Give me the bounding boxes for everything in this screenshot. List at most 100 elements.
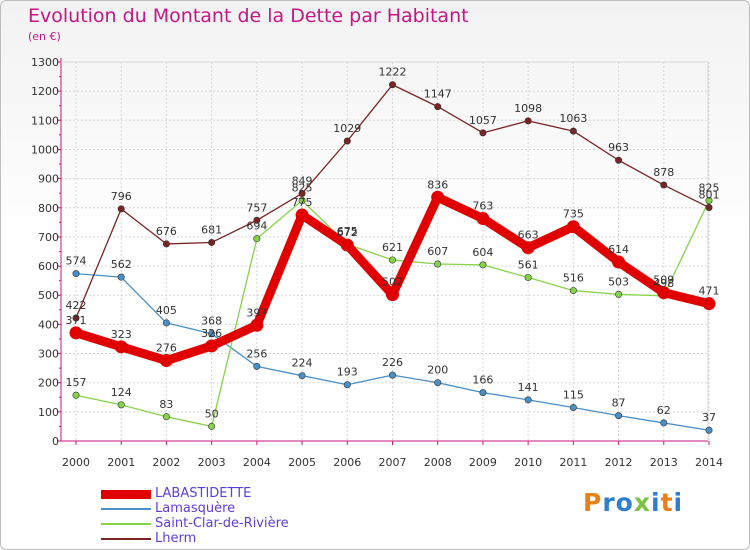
legend-label: LABASTIDETTE <box>155 486 252 501</box>
data-point-labastidette <box>114 340 128 354</box>
data-point-lamasquere <box>162 319 170 327</box>
data-point-lherm <box>705 203 713 211</box>
data-point-lherm <box>660 181 668 189</box>
data-label-lherm: 1098 <box>514 102 542 115</box>
y-tick-label: 300 <box>38 348 59 361</box>
data-label-saint-clar-de-riviere: 694 <box>246 220 267 233</box>
data-label-lamasquere: 226 <box>382 356 403 369</box>
data-label-lherm: 1147 <box>424 88 452 101</box>
legend-item-labastidette: LABASTIDETTE <box>101 486 401 502</box>
data-point-labastidette <box>657 286 671 300</box>
y-tick-label: 1200 <box>31 85 59 98</box>
x-tick-label: 2009 <box>469 456 497 469</box>
legend-label: Saint-Clar-de-Rivière <box>155 516 289 531</box>
data-label-labastidette: 735 <box>563 208 584 221</box>
data-label-saint-clar-de-riviere: 825 <box>699 181 720 194</box>
logo-letter: x <box>633 488 651 517</box>
y-tick-label: 600 <box>38 260 59 273</box>
data-point-lamasquere <box>434 379 442 387</box>
x-tick-label: 2014 <box>695 456 723 469</box>
data-point-saint-clar-de-riviere <box>208 422 216 430</box>
y-tick-label: 900 <box>38 173 59 186</box>
data-label-labastidette: 371 <box>66 314 87 327</box>
data-point-saint-clar-de-riviere <box>524 273 532 281</box>
x-tick-label: 2012 <box>605 456 633 469</box>
data-point-saint-clar-de-riviere <box>162 413 170 421</box>
data-labels: 574 562 405 368 256 224 193 226 200 166 141 115 87 62… <box>66 66 720 424</box>
series <box>69 81 716 434</box>
axes: 0 100 200 300 400 500 600 700 800 900 1000 1100 1200… <box>31 56 723 469</box>
data-label-saint-clar-de-riviere: 83 <box>159 398 173 411</box>
data-label-lamasquere: 574 <box>66 255 87 268</box>
x-tick-label: 2000 <box>62 456 90 469</box>
data-label-saint-clar-de-riviere: 516 <box>563 272 584 285</box>
data-point-labastidette <box>205 339 219 353</box>
logo-letter: i <box>651 488 661 517</box>
data-label-lamasquere: 368 <box>201 315 222 328</box>
data-label-labastidette: 672 <box>337 226 358 239</box>
data-point-lherm <box>162 240 170 248</box>
legend: LABASTIDETTE Lamasquère Saint-Clar-de-Rivi… <box>101 486 401 547</box>
x-tick-label: 2001 <box>107 456 135 469</box>
data-point-labastidette <box>521 241 535 255</box>
y-tick-label: 1100 <box>31 114 59 127</box>
data-point-labastidette <box>566 220 580 234</box>
data-label-lherm: 1222 <box>379 66 407 79</box>
x-tick-label: 2010 <box>514 456 542 469</box>
data-point-lherm <box>434 103 442 111</box>
data-label-lherm: 1029 <box>333 122 361 135</box>
data-point-lherm <box>72 314 80 322</box>
data-point-labastidette <box>386 288 399 302</box>
x-tick-label: 2003 <box>198 456 226 469</box>
data-label-lamasquere: 224 <box>292 357 313 370</box>
data-point-lamasquere <box>117 273 125 281</box>
x-tick-label: 2007 <box>379 456 407 469</box>
data-point-lamasquere <box>615 412 623 420</box>
data-label-saint-clar-de-riviere: 157 <box>66 376 87 389</box>
data-label-lamasquere: 562 <box>111 258 132 271</box>
data-label-lamasquere: 193 <box>337 366 358 379</box>
data-point-lamasquere <box>253 362 261 370</box>
data-point-lherm <box>117 205 125 213</box>
data-point-labastidette <box>250 318 264 332</box>
x-tick-label: 2004 <box>243 456 271 469</box>
data-point-labastidette <box>702 297 716 311</box>
data-point-lamasquere <box>524 396 532 404</box>
data-point-labastidette <box>476 212 490 226</box>
data-point-saint-clar-de-riviere <box>117 401 125 409</box>
data-label-lherm: 801 <box>699 188 720 201</box>
data-point-lamasquere <box>298 372 306 380</box>
data-label-saint-clar-de-riviere: 50 <box>205 407 219 420</box>
data-point-saint-clar-de-riviere <box>298 196 306 204</box>
data-point-saint-clar-de-riviere <box>253 235 261 243</box>
y-tick-label: 100 <box>38 406 59 419</box>
data-label-labastidette: 471 <box>699 285 720 298</box>
data-label-labastidette: 836 <box>427 178 448 191</box>
data-label-saint-clar-de-riviere: 498 <box>653 277 674 290</box>
data-point-labastidette <box>431 190 445 204</box>
data-label-labastidette: 326 <box>201 327 222 340</box>
logo-letter: i <box>673 488 684 517</box>
data-label-lamasquere: 166 <box>472 374 493 387</box>
data-label-lherm: 681 <box>201 223 222 236</box>
y-tick-label: 400 <box>38 318 59 331</box>
logo-letter: P <box>583 488 603 517</box>
data-point-lamasquere <box>479 389 487 397</box>
data-point-saint-clar-de-riviere <box>388 256 396 264</box>
data-label-labastidette: 775 <box>292 196 313 209</box>
legend-item-saint-clar-de-riviere: Saint-Clar-de-Rivière <box>101 516 401 532</box>
x-tick-label: 2002 <box>152 456 180 469</box>
legend-label: Lherm <box>155 531 197 546</box>
data-label-lherm: 849 <box>292 174 313 187</box>
legend-swatch <box>101 538 151 540</box>
data-label-labastidette: 276 <box>156 342 177 355</box>
data-point-lherm <box>388 81 396 89</box>
data-point-saint-clar-de-riviere <box>615 290 623 298</box>
data-label-lamasquere: 256 <box>246 347 267 360</box>
data-label-lamasquere: 37 <box>702 411 716 424</box>
logo-letter: t <box>660 488 674 517</box>
data-point-saint-clar-de-riviere <box>705 196 713 204</box>
data-label-saint-clar-de-riviere: 124 <box>111 386 132 399</box>
data-point-labastidette <box>612 255 626 269</box>
